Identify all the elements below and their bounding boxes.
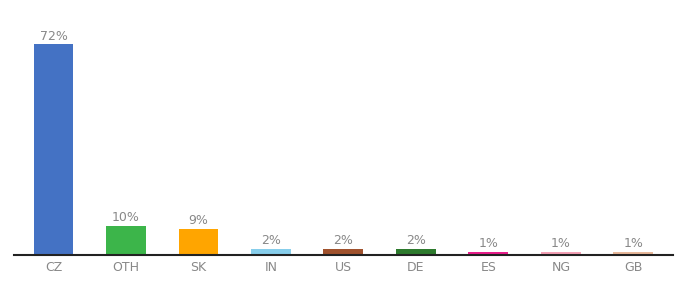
Text: 72%: 72% [39,30,67,43]
Bar [251,249,291,255]
Text: 2%: 2% [406,234,426,248]
Bar [106,226,146,255]
Bar [33,44,73,255]
Text: 2%: 2% [261,234,281,248]
Bar [613,252,653,255]
Text: 1%: 1% [551,237,571,250]
Text: 1%: 1% [624,237,643,250]
Bar [469,252,508,255]
Bar [324,249,363,255]
Bar [541,252,581,255]
Text: 1%: 1% [479,237,498,250]
Text: 9%: 9% [188,214,208,227]
Bar [396,249,436,255]
Text: 2%: 2% [333,234,354,248]
Text: 10%: 10% [112,211,140,224]
Bar [178,229,218,255]
